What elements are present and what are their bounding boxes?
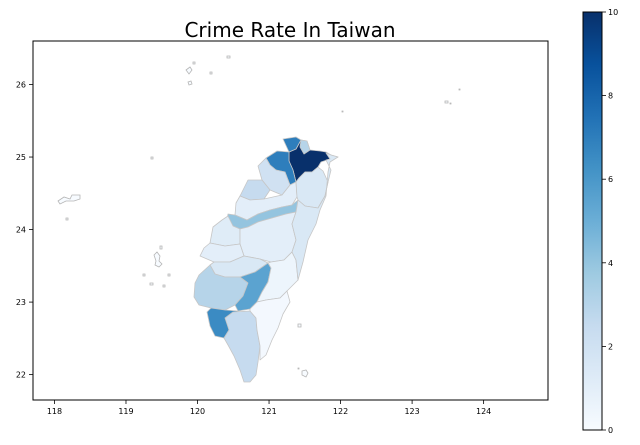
island-penghu-2 bbox=[142, 273, 146, 277]
island-diaoyutai-0 bbox=[444, 100, 449, 104]
island-matsu-3 bbox=[226, 55, 231, 59]
y-axis: 22 23 24 25 26 bbox=[16, 81, 33, 380]
offshore-islands bbox=[57, 55, 461, 378]
region-r04 bbox=[282, 136, 302, 153]
island-matsu-4 bbox=[192, 61, 196, 65]
x-tick-label: 124 bbox=[476, 407, 491, 416]
island-penghu-4 bbox=[162, 284, 166, 288]
x-tick-label: 118 bbox=[47, 407, 62, 416]
region-r02 bbox=[299, 139, 311, 155]
chart-title: Crime Rate In Taiwan bbox=[184, 18, 395, 42]
y-tick-label: 24 bbox=[16, 226, 26, 235]
region-r19 bbox=[249, 290, 291, 361]
colorbar-tick-label: 6 bbox=[608, 175, 613, 184]
island-penghu-0 bbox=[153, 251, 163, 268]
map-frame bbox=[32, 40, 549, 401]
taiwan-map bbox=[193, 136, 339, 383]
island-kinmen-1 bbox=[65, 217, 69, 221]
island-green-island-0 bbox=[297, 323, 302, 328]
island-matsu-2 bbox=[209, 71, 213, 75]
island-penghu-3 bbox=[149, 282, 154, 286]
island-kinmen-0 bbox=[57, 194, 81, 205]
island-diaoyutai-2 bbox=[458, 88, 461, 91]
colorbar-tick-label: 8 bbox=[608, 92, 613, 101]
island-matsu-1 bbox=[187, 80, 193, 86]
island-diaoyutai-4 bbox=[150, 156, 154, 160]
colorbar-tick-label: 0 bbox=[608, 426, 613, 435]
region-r20 bbox=[291, 152, 339, 281]
x-tick-label: 121 bbox=[261, 407, 276, 416]
y-tick-label: 26 bbox=[16, 81, 26, 90]
island-matsu-0 bbox=[185, 66, 193, 75]
colorbar bbox=[582, 11, 603, 431]
y-tick-label: 25 bbox=[16, 153, 26, 162]
colorbar-tick-label: 10 bbox=[608, 8, 618, 17]
colorbar-tick-label: 4 bbox=[608, 259, 613, 268]
island-diaoyutai-1 bbox=[449, 102, 452, 105]
colorbar-ticks: 0 2 4 6 8 10 bbox=[602, 8, 618, 435]
colorbar-tick-label: 2 bbox=[608, 342, 613, 351]
x-tick-label: 120 bbox=[190, 407, 205, 416]
x-tick-label: 122 bbox=[333, 407, 348, 416]
y-tick-label: 22 bbox=[16, 371, 26, 380]
x-tick-label: 123 bbox=[404, 407, 419, 416]
island-penghu-5 bbox=[167, 273, 171, 277]
region-r17 bbox=[223, 310, 261, 383]
island-orchid-island-0 bbox=[301, 369, 309, 378]
y-tick-label: 23 bbox=[16, 298, 26, 307]
x-tick-label: 119 bbox=[118, 407, 133, 416]
island-orchid-island-1 bbox=[297, 367, 300, 370]
x-axis: 118 119 120 121 122 123 124 bbox=[47, 400, 491, 416]
island-diaoyutai-3 bbox=[341, 110, 344, 113]
island-penghu-1 bbox=[159, 245, 163, 250]
